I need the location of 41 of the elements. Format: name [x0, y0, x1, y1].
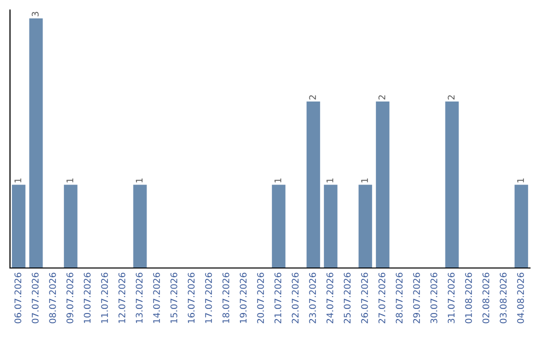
x-tick-label: 30.07.2026	[430, 272, 438, 324]
data-label: 3	[32, 12, 39, 16]
x-tick-label: 04.08.2026	[517, 272, 524, 324]
data-label: 1	[136, 178, 142, 182]
x-tick-label: 20.07.2026	[257, 272, 264, 324]
data-label: 2	[378, 95, 386, 100]
x-tick-label: 22.07.2026	[292, 272, 299, 324]
x-tick-label: 10.07.2026	[84, 272, 91, 323]
x-tick-label: 23.07.2026	[309, 272, 316, 324]
x-tick-label: 12.07.2026	[118, 272, 126, 323]
x-tick-label: 29.07.2026	[413, 272, 420, 324]
data-label: 2	[448, 95, 454, 100]
data-label: 1	[274, 178, 282, 182]
data-label: 1	[361, 178, 368, 182]
x-tick-label: 02.08.2026	[482, 272, 490, 324]
x-tick-label: 18.07.2026	[222, 272, 230, 323]
x-tick-label: 16.07.2026	[188, 272, 195, 323]
data-label: 1	[66, 178, 74, 182]
data-label: 1	[14, 178, 22, 182]
data-label: 1	[326, 178, 334, 182]
x-tick-label: 28.07.2026	[396, 272, 403, 324]
x-tick-label: 11.07.2026	[101, 272, 108, 323]
x-tick-label: 21.07.2026	[274, 272, 282, 324]
x-tick-label: 14.07.2026	[153, 272, 160, 323]
x-tick-label: 31.07.2026	[448, 272, 455, 324]
data-label: 1	[517, 178, 524, 182]
data-label: 2	[309, 95, 316, 100]
x-tick-label: 06.07.2026	[14, 272, 22, 324]
x-tick-label: 09.07.2026	[66, 272, 74, 324]
x-tick-label: 15.07.2026	[170, 272, 178, 323]
x-tick-label: 13.07.2026	[136, 272, 143, 323]
x-tick-label: 17.07.2026	[205, 272, 212, 323]
x-tick-label: 25.07.2026	[344, 272, 351, 324]
x-tick-label: 01.08.2026	[465, 272, 472, 324]
x-tick-label: 19.07.2026	[240, 272, 247, 323]
x-tick-label: 07.07.2026	[32, 272, 39, 324]
x-tick-label: 03.08.2026	[500, 272, 507, 324]
x-tick-label: 27.07.2026	[378, 272, 386, 324]
x-tick-label: 26.07.2026	[361, 272, 368, 324]
x-tick-label: 24.07.2026	[326, 272, 334, 324]
x-tick-label: 08.07.2026	[49, 272, 56, 324]
